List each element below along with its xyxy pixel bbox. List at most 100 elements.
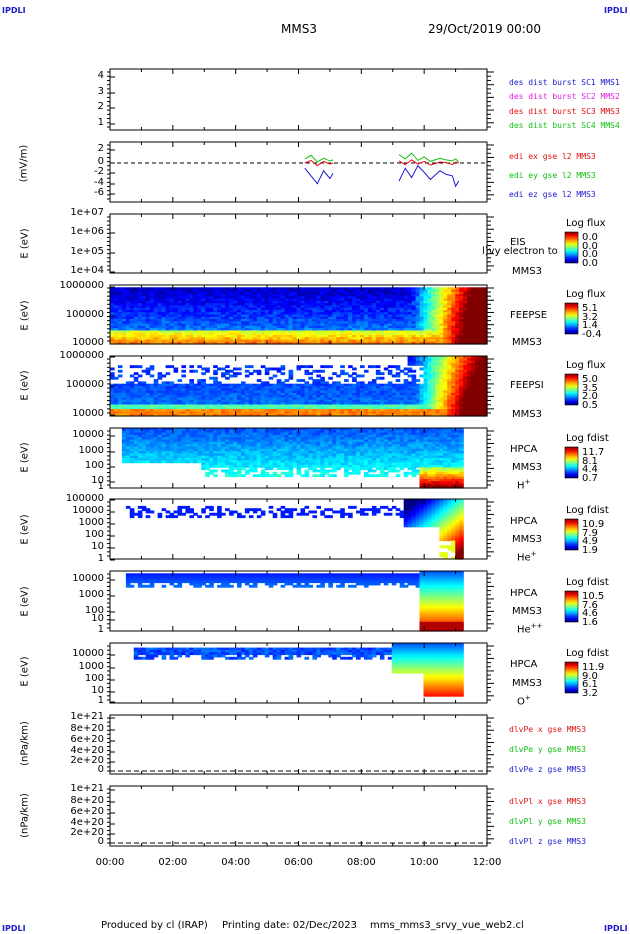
spectrogram-cell bbox=[189, 316, 194, 320]
spectrogram-cell bbox=[110, 307, 115, 311]
spectrogram-cell bbox=[260, 386, 266, 389]
spectrogram-cell bbox=[296, 337, 302, 341]
spectrogram-cell bbox=[276, 298, 282, 302]
spectrogram-cell bbox=[193, 296, 198, 300]
spectrogram-cell bbox=[427, 325, 433, 329]
spectrogram-cell bbox=[367, 291, 373, 295]
spectrogram-cell bbox=[181, 325, 186, 329]
spectrogram-cell bbox=[459, 298, 464, 302]
spectrogram-cell bbox=[272, 341, 278, 345]
spectrogram-cell bbox=[252, 455, 258, 459]
spectrogram-cell bbox=[173, 428, 179, 431]
spectrogram-cell bbox=[256, 298, 262, 302]
spectrogram-cell bbox=[439, 404, 444, 408]
spectrogram-cell bbox=[205, 325, 210, 329]
spectrogram-cell bbox=[141, 458, 147, 461]
spectrogram-cell bbox=[201, 312, 206, 316]
spectrogram-cell bbox=[455, 404, 460, 408]
spectrogram-cell bbox=[435, 298, 440, 302]
spectrogram-cell bbox=[471, 392, 476, 396]
spectrogram-cell bbox=[352, 367, 357, 371]
spectrogram-cell bbox=[237, 464, 242, 468]
spectrogram-cell bbox=[288, 439, 294, 443]
spectrogram-cell bbox=[288, 448, 294, 452]
spectrogram-cell bbox=[244, 369, 250, 373]
spectrogram-cell bbox=[427, 328, 433, 331]
spectrogram-cell bbox=[133, 397, 139, 401]
spectrogram-cell bbox=[483, 404, 488, 408]
spectrogram-cell bbox=[276, 439, 282, 443]
spectrogram-cell bbox=[395, 399, 401, 403]
spectrogram-cell bbox=[201, 334, 206, 338]
spectrogram-cell bbox=[407, 388, 413, 392]
spectrogram-cell bbox=[157, 390, 163, 394]
spectrogram-cell bbox=[423, 360, 429, 364]
spectrogram-cell bbox=[367, 397, 373, 401]
spectrogram-cell bbox=[237, 332, 242, 336]
spectrogram-cell bbox=[360, 339, 365, 343]
spectrogram-cell bbox=[451, 379, 456, 382]
spectrogram-cell bbox=[455, 296, 460, 300]
spectrogram-cell bbox=[205, 341, 210, 345]
spectrogram-cell bbox=[117, 310, 123, 313]
spectrogram-cell bbox=[244, 411, 250, 415]
spectrogram-cell bbox=[125, 316, 131, 320]
spectrogram-cell bbox=[161, 430, 167, 434]
spectrogram-cell bbox=[467, 339, 472, 343]
spectrogram-cell bbox=[451, 303, 456, 307]
spectrogram-cell bbox=[407, 321, 413, 325]
spectrogram-cell bbox=[423, 328, 429, 331]
spectrogram-cell bbox=[479, 323, 484, 327]
spectrogram-cell bbox=[237, 395, 242, 399]
spectrogram-cell bbox=[296, 437, 302, 441]
spectrogram-cell bbox=[312, 430, 317, 434]
spectrogram-cell bbox=[197, 383, 202, 387]
spectrogram-cell bbox=[193, 428, 198, 431]
spectrogram-cell bbox=[121, 437, 127, 441]
spectrogram-cell bbox=[248, 319, 254, 322]
spectrogram-cell bbox=[244, 444, 250, 448]
spectrogram-cell bbox=[403, 404, 409, 408]
spectrogram-cell bbox=[367, 406, 373, 410]
spectrogram-cell bbox=[360, 296, 365, 300]
spectrogram-cell bbox=[467, 358, 472, 362]
spectrogram-cell bbox=[272, 460, 278, 464]
spectrogram-cell bbox=[332, 287, 337, 291]
spectrogram-cell bbox=[316, 305, 321, 309]
spectrogram-cell bbox=[233, 386, 238, 389]
spectrogram-cell bbox=[475, 332, 480, 336]
spectrogram-cell bbox=[447, 334, 452, 338]
spectrogram-cell bbox=[411, 406, 417, 410]
spectrogram-cell bbox=[217, 339, 222, 343]
spectrogram-cell bbox=[379, 411, 385, 415]
spectrogram-cell bbox=[117, 319, 123, 322]
spectrogram-cell bbox=[129, 451, 135, 454]
spectrogram-cell bbox=[471, 358, 476, 362]
spectrogram-cell bbox=[411, 376, 417, 380]
spectrogram-cell bbox=[459, 404, 464, 408]
spectrogram-cell bbox=[141, 390, 147, 394]
spectrogram-cell bbox=[252, 469, 258, 473]
spectrogram-cell bbox=[316, 328, 321, 331]
spectrogram-cell bbox=[145, 305, 151, 309]
spectrogram-cell bbox=[439, 397, 444, 401]
spectrogram-cell bbox=[169, 298, 175, 302]
spectrogram-cell bbox=[451, 372, 456, 376]
spectrogram-cell bbox=[260, 289, 266, 293]
spectrogram-cell bbox=[201, 323, 206, 327]
spectrogram-cell bbox=[288, 289, 294, 293]
spectrogram-cell bbox=[395, 323, 401, 327]
spectrogram-cell bbox=[217, 303, 222, 307]
spectrogram-cell bbox=[324, 305, 329, 309]
spectrogram-cell bbox=[427, 411, 433, 415]
spectrogram-cell bbox=[264, 434, 270, 438]
spectrogram-cell bbox=[308, 298, 313, 302]
spectrogram-cell bbox=[276, 305, 282, 309]
spectrogram-cell bbox=[181, 451, 186, 454]
spectrogram-cell bbox=[395, 287, 401, 291]
spectrogram-cell bbox=[201, 451, 206, 454]
spectrogram-cell bbox=[137, 310, 143, 313]
spectrogram-cell bbox=[360, 291, 365, 295]
spectrogram-cell bbox=[364, 390, 369, 394]
spectrogram-cell bbox=[217, 334, 222, 338]
